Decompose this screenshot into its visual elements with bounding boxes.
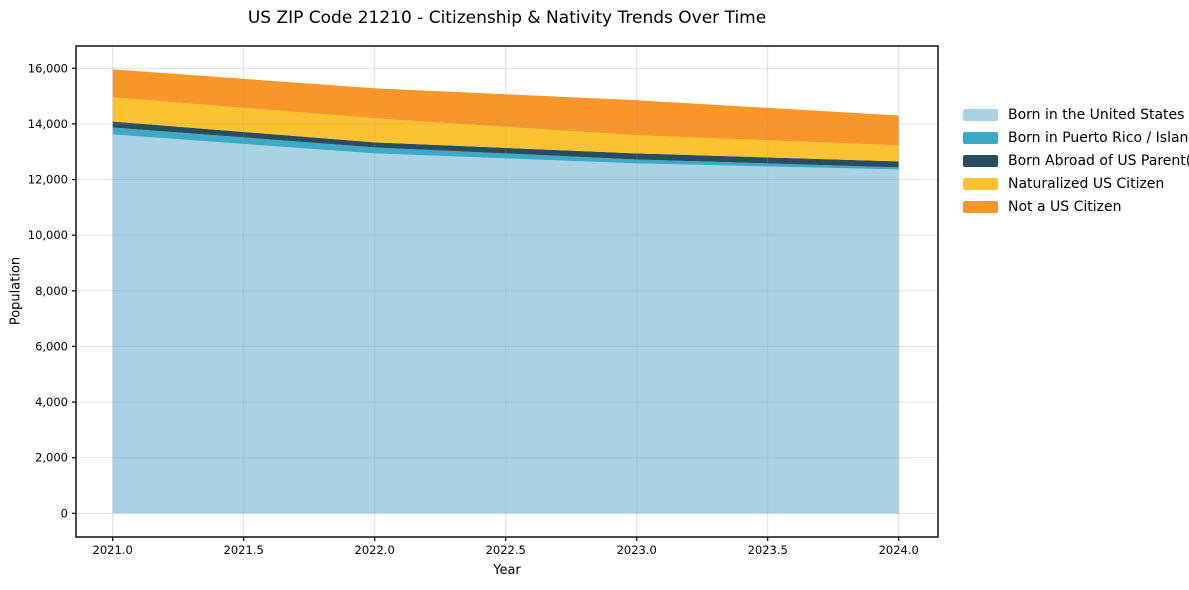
x-tick-label: 2024.0	[879, 543, 919, 557]
legend-swatch	[963, 154, 998, 167]
legend: Born in the United States Born in Puerto …	[963, 103, 1189, 218]
x-tick-label: 2022.0	[355, 543, 395, 557]
legend-item-3: Naturalized US Citizen	[963, 172, 1189, 195]
y-tick-label: 12,000	[28, 173, 68, 187]
x-tick-label: 2023.0	[617, 543, 657, 557]
area-series-4	[112, 69, 899, 146]
area-series-0	[112, 134, 899, 514]
y-tick-label: 4,000	[35, 395, 68, 409]
y-tick-label: 14,000	[28, 117, 68, 131]
legend-swatch	[963, 131, 998, 144]
legend-swatch	[963, 200, 998, 213]
area-series-1	[112, 127, 899, 170]
legend-label: Naturalized US Citizen	[1008, 175, 1165, 192]
area-series-2	[112, 121, 899, 168]
legend-item-2: Born Abroad of US Parent(s)	[963, 149, 1189, 172]
legend-label: Born Abroad of US Parent(s)	[1008, 152, 1189, 169]
legend-item-0: Born in the United States	[963, 103, 1189, 126]
x-tick-label: 2021.0	[93, 543, 133, 557]
x-tick-label: 2023.5	[748, 543, 788, 557]
legend-label: Born in the United States	[1008, 106, 1185, 123]
y-tick-label: 16,000	[28, 61, 68, 75]
y-tick-label: 2,000	[35, 451, 68, 465]
y-tick-label: 10,000	[28, 228, 68, 242]
area-series-3	[112, 97, 899, 162]
chart-title: US ZIP Code 21210 - Citizenship & Nativi…	[247, 8, 767, 28]
legend-swatch	[963, 108, 998, 121]
legend-item-4: Not a US Citizen	[963, 195, 1189, 218]
y-tick-label: 8,000	[35, 284, 68, 298]
legend-swatch	[963, 177, 998, 190]
x-axis-label: Year	[493, 563, 521, 578]
legend-item-1: Born in Puerto Rico / Islands	[963, 126, 1189, 149]
y-tick-label: 6,000	[35, 339, 68, 353]
axes-box	[75, 45, 939, 538]
legend-label: Not a US Citizen	[1008, 198, 1122, 215]
x-tick-label: 2021.5	[224, 543, 264, 557]
y-axis-label: Population	[8, 256, 24, 326]
y-tick-label: 0	[61, 506, 68, 520]
legend-label: Born in Puerto Rico / Islands	[1008, 129, 1189, 146]
x-tick-label: 2022.5	[486, 543, 526, 557]
